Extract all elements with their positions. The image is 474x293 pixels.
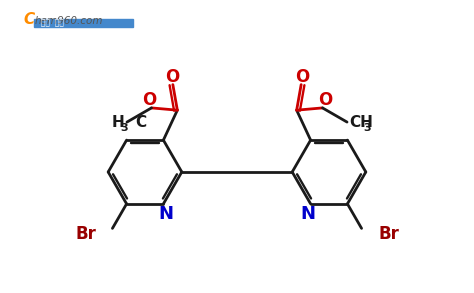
- Bar: [34, 19, 133, 27]
- Text: N: N: [158, 205, 173, 223]
- Text: Br: Br: [378, 225, 399, 243]
- Text: N: N: [301, 205, 316, 223]
- Text: 3: 3: [121, 123, 128, 133]
- Text: H: H: [112, 115, 125, 130]
- Text: O: O: [142, 91, 156, 109]
- Text: C: C: [24, 11, 35, 27]
- Text: 化工  医药: 化工 医药: [36, 18, 64, 27]
- Text: C: C: [136, 115, 146, 130]
- Text: CH: CH: [349, 115, 373, 130]
- Text: 3: 3: [363, 123, 371, 133]
- Text: O: O: [295, 68, 309, 86]
- Text: O: O: [165, 68, 179, 86]
- Text: hem960.com: hem960.com: [35, 16, 103, 26]
- Text: Br: Br: [75, 225, 96, 243]
- Text: O: O: [318, 91, 332, 109]
